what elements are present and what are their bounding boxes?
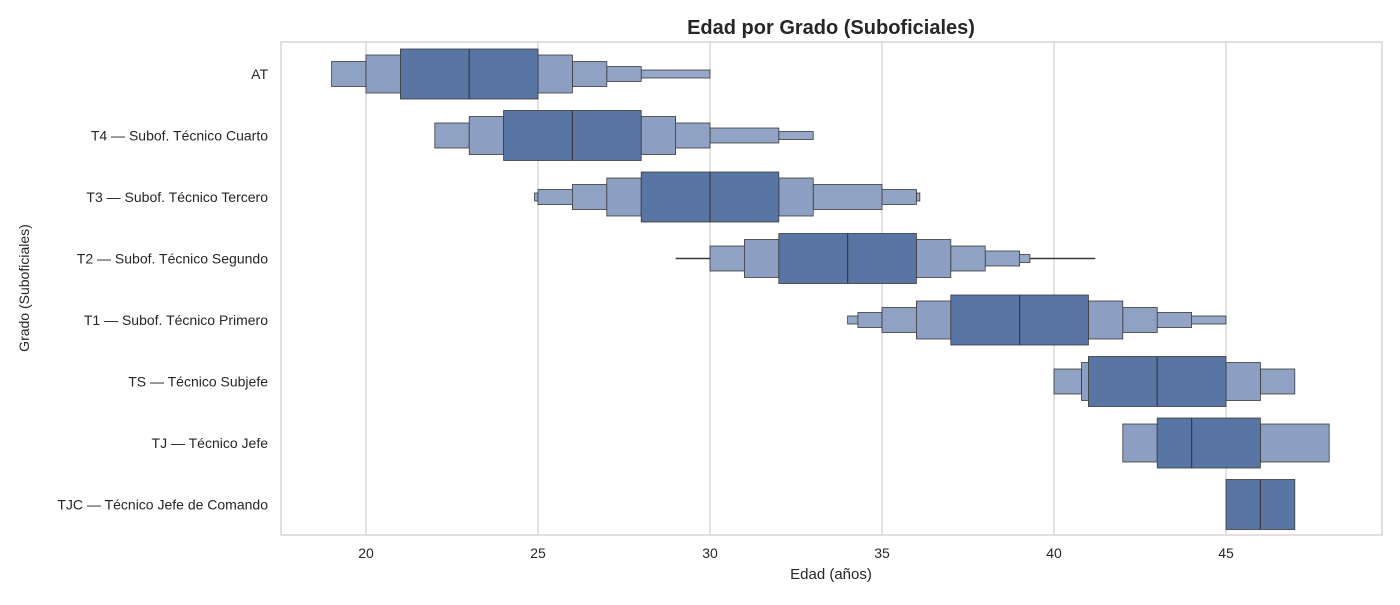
letter-value-box [847,315,859,325]
letter-value-box [744,239,780,278]
chart-title: Edad por Grado (Suboficiales) [687,17,975,39]
letter-value-box [606,66,642,82]
letter-value-box [1019,254,1031,263]
plot-frame [280,41,1383,536]
y-tick-label: T3 — Subof. Técnico Tercero [86,189,268,205]
x-axis-label: Edad (años) [790,566,872,583]
letter-value-box [812,184,883,210]
y-tick-label: T2 — Subof. Técnico Segundo [77,251,268,267]
letter-value-box [778,177,814,217]
x-tick-label: 20 [358,545,374,561]
letter-value-group [534,171,921,223]
letter-value-group [1225,479,1296,530]
letter-value-box [1088,300,1124,340]
letter-value-box [434,122,470,149]
x-tick-label: 25 [530,545,546,561]
letter-value-box [709,245,745,272]
letter-value-box [1156,417,1261,469]
letter-value-box [537,189,573,205]
letter-value-group [331,48,711,100]
grid-layer [365,42,1227,535]
y-tick-label: T4 — Subof. Técnico Cuarto [91,128,268,144]
letter-value-group [1122,417,1330,469]
letter-value-box [1122,307,1158,333]
y-tick-label: T1 — Subof. Técnico Primero [84,312,268,328]
letter-value-box [365,54,401,94]
letter-value-box [881,189,917,205]
letter-value-box [468,116,505,155]
x-tick-label: 45 [1218,545,1234,561]
letter-value-box [778,131,814,140]
x-tick-label: 30 [702,545,718,561]
letter-value-box [1260,368,1296,395]
letter-value-box [916,239,952,278]
letter-value-box [1260,423,1330,463]
letter-value-box [950,245,986,272]
x-tick-labels: 20 25 30 35 40 45 [358,545,1234,561]
letter-value-box [1081,362,1089,401]
letter-value-box [1156,312,1192,328]
letter-value-box [534,192,539,202]
box-layer [331,48,1330,530]
letter-value-box [881,307,917,333]
letter-value-box [984,250,1021,267]
letter-value-box [640,69,711,79]
letter-value-box [1191,315,1227,325]
letter-value-box [709,127,780,144]
letter-value-box [1225,362,1261,401]
letter-value-box [572,184,608,210]
letter-value-box [331,61,367,87]
y-tick-label: AT [251,66,268,82]
letter-value-box [606,177,642,217]
letter-value-box [857,312,883,328]
y-axis-label: Grado (Suboficiales) [16,224,32,352]
letter-value-group [434,110,814,161]
letter-value-box [572,61,608,87]
x-tick-label: 35 [874,545,890,561]
letter-value-box [640,116,677,155]
y-tick-label: TJC — Técnico Jefe de Comando [57,497,268,513]
letter-value-box [916,192,921,202]
y-tick-label: TJ — Técnico Jefe [152,435,269,451]
letter-value-box [1053,368,1082,395]
y-tick-labels: AT T4 — Subof. Técnico Cuarto T3 — Subof. … [57,66,268,513]
x-tick-label: 40 [1046,545,1062,561]
letter-value-group [1053,356,1296,407]
letter-value-box [916,300,952,340]
letter-value-group [847,294,1227,346]
letter-value-box [675,122,711,149]
letter-value-box [1122,423,1158,463]
letter-value-group [675,233,1096,284]
letter-value-box [537,54,573,94]
y-tick-label: TS — Técnico Subjefe [128,374,268,390]
